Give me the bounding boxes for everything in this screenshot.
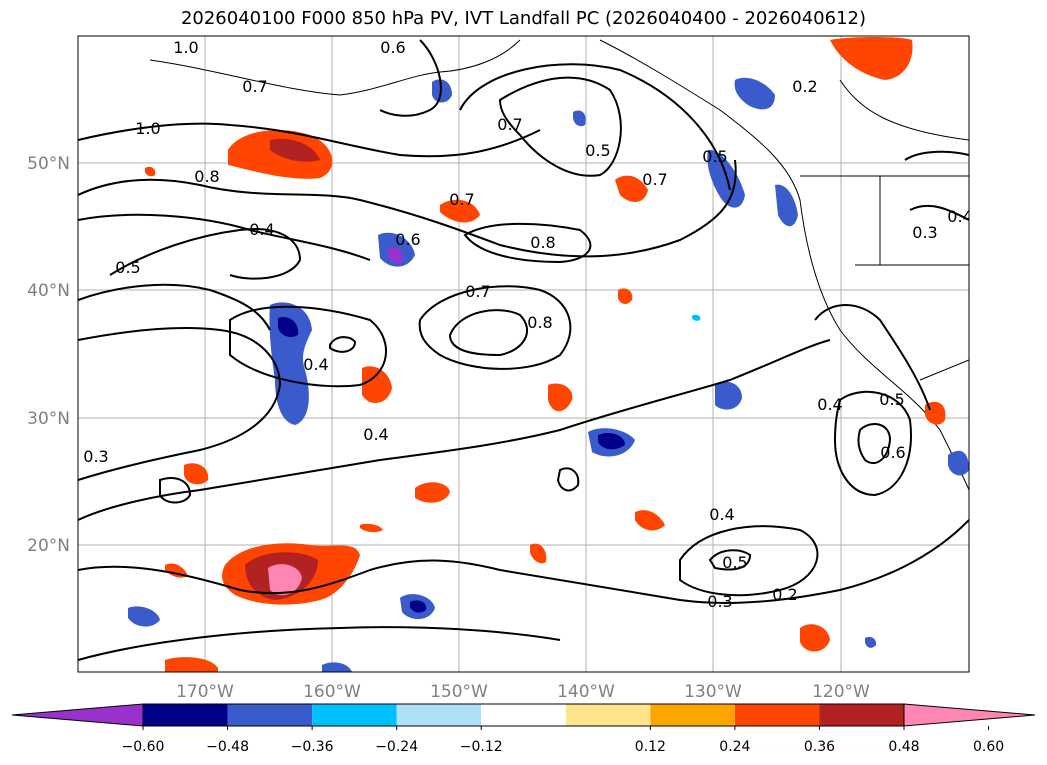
contour-label: 0.8 (194, 167, 219, 186)
coastlines (149, 39, 969, 491)
colorbar-tick-label: 0.48 (888, 739, 919, 755)
lon-label: 130°W (684, 682, 742, 702)
contour-label: 0.6 (380, 38, 405, 57)
contour-label: 0.7 (242, 77, 267, 96)
colorbar-tick-label: 0.60 (973, 739, 1004, 755)
contour-label: 0.8 (527, 313, 552, 332)
contour-label: 0.4 (947, 207, 972, 226)
colorbar-extend-low (11, 703, 144, 727)
gridlines (78, 36, 969, 672)
contour-label: 0.6 (395, 230, 420, 249)
contour-label: 0.4 (817, 395, 842, 414)
contour-label: 0.3 (707, 592, 732, 611)
contour-label: 0.5 (879, 390, 904, 409)
colorbar-tick-label: 0.24 (719, 739, 750, 755)
colorbar: −0.60 −0.48 −0.36 −0.24 −0.12 0.12 0.24 0.36 0.4… (11, 703, 1036, 755)
contour-label: 0.8 (530, 233, 555, 252)
contour-label: 0.3 (912, 223, 937, 242)
lon-label: 170°W (176, 682, 234, 702)
contour-label: 0.5 (702, 147, 727, 166)
lon-label: 160°W (303, 682, 361, 702)
contour-label: 1.0 (135, 119, 160, 138)
colorbar-tick-label: −0.24 (375, 739, 418, 755)
lon-label: 120°W (812, 682, 870, 702)
contour-label: 0.7 (449, 190, 474, 209)
lon-label: 140°W (557, 682, 615, 702)
contour-label: 0.5 (585, 141, 610, 160)
map-title: 2026040100 F000 850 hPa PV, IVT Landfall… (180, 8, 867, 29)
map-panel (78, 36, 969, 672)
map-frame (77, 35, 970, 673)
colorbar-tick-label: −0.12 (460, 739, 503, 755)
colorbar-tick-label: 0.12 (635, 739, 666, 755)
colorbar-swatch (481, 704, 566, 726)
lat-label: 40°N (27, 281, 70, 301)
lon-label: 150°W (430, 682, 488, 702)
colorbar-tick-label: −0.48 (206, 739, 249, 755)
contour-label: 0.7 (642, 170, 667, 189)
contour-label: 0.4 (249, 220, 274, 239)
colorbar-swatch (143, 704, 228, 726)
colorbar-tick-label: −0.60 (122, 739, 165, 755)
colorbar-swatch (396, 704, 482, 726)
pv-negative-anomalies (128, 77, 969, 672)
colorbar-swatch (734, 704, 820, 726)
colorbar-swatch (650, 704, 735, 726)
contour-label: 0.4 (709, 505, 734, 524)
longitude-labels: 170°W 160°W 150°W 140°W 130°W 120°W (176, 682, 870, 702)
contour-label: 0.3 (83, 447, 108, 466)
colorbar-tick-label: −0.36 (291, 739, 334, 755)
contour-label: 0.5 (722, 553, 747, 572)
contour-label: 0.4 (363, 425, 388, 444)
pv-contours (78, 39, 969, 661)
contour-label: 0.4 (303, 355, 328, 374)
colorbar-swatch (312, 704, 397, 726)
latitude-labels: 50°N 40°N 30°N 20°N (27, 154, 70, 556)
contour-labels: 1.0 0.6 0.7 1.0 0.8 0.4 0.5 0.6 0.7 0.8 … (83, 38, 972, 611)
contour-label: 0.6 (880, 443, 905, 462)
colorbar-border (142, 703, 905, 727)
contour-label: 0.5 (115, 258, 140, 277)
lat-label: 20°N (27, 536, 70, 556)
contour-label: 0.2 (772, 585, 797, 604)
colorbar-extend-high (903, 703, 1036, 727)
pv-positive-anomalies (145, 37, 946, 672)
colorbar-swatch (565, 704, 651, 726)
lat-label: 30°N (27, 409, 70, 429)
colorbar-tick-label: 0.36 (804, 739, 835, 755)
contour-label: 0.7 (497, 115, 522, 134)
colorbar-swatch (819, 704, 904, 726)
contour-label: 0.7 (465, 282, 490, 301)
contour-label: 0.2 (792, 77, 817, 96)
lat-label: 50°N (27, 154, 70, 174)
contour-label: 1.0 (173, 38, 198, 57)
colorbar-swatch (227, 704, 313, 726)
